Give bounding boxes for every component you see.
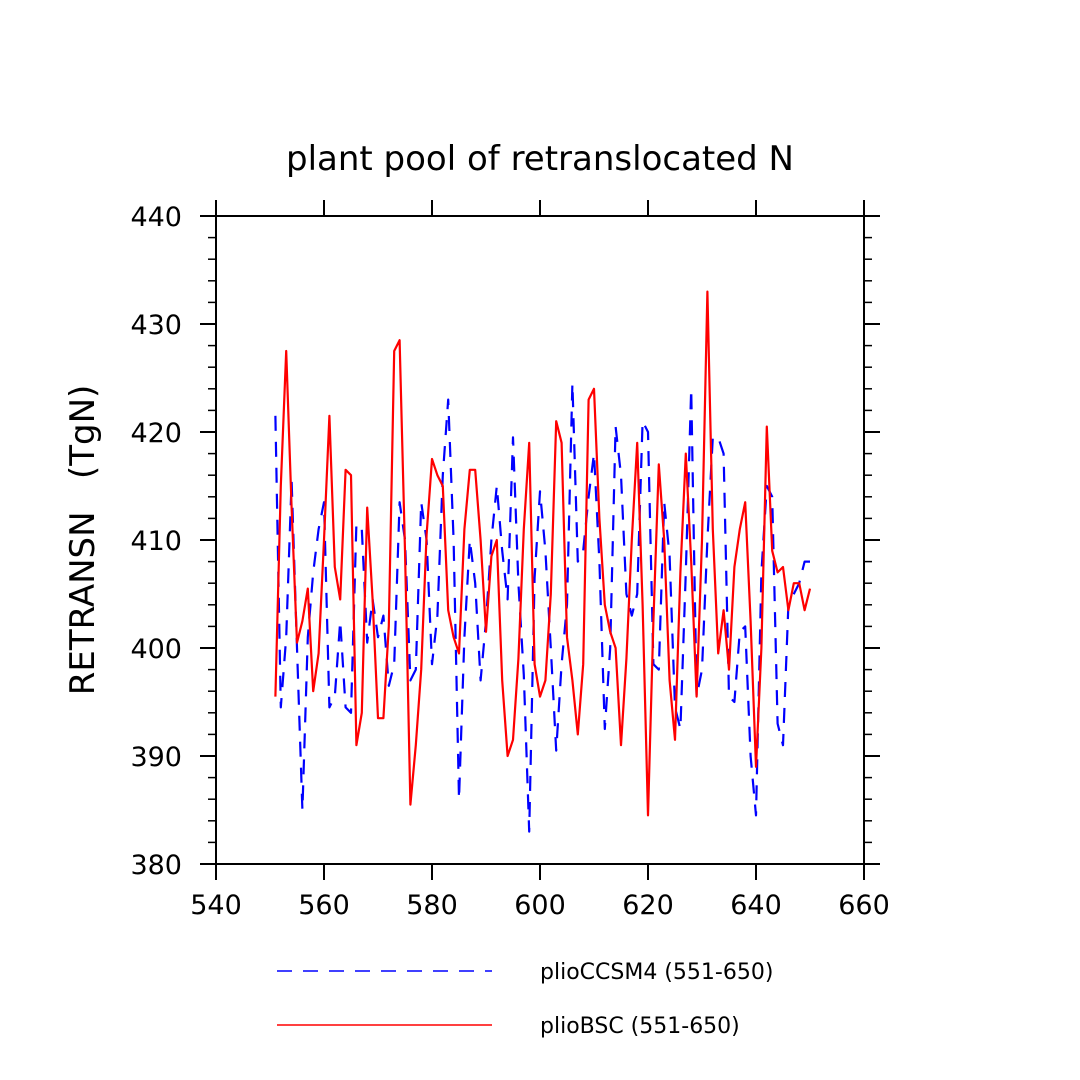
x-tick-label: 640: [730, 890, 782, 921]
x-tick-label: 540: [190, 890, 242, 921]
y-tick-label: 410: [130, 526, 182, 557]
y-tick-label: 380: [130, 850, 182, 881]
y-tick-label: 420: [130, 418, 182, 449]
y-tick-label: 440: [130, 202, 182, 233]
chart-title: plant pool of retranslocated N: [286, 139, 794, 179]
x-tick-label: 560: [298, 890, 350, 921]
y-tick-label: 430: [130, 310, 182, 341]
series-layer: [274, 290, 812, 833]
y-tick-label: 390: [130, 742, 182, 773]
x-tick-label: 580: [406, 890, 458, 921]
legend: plioCCSM4 (551-650) plioBSC (551-650): [277, 960, 773, 1039]
x-tick-label: 620: [622, 890, 674, 921]
series-line-1: [274, 290, 812, 817]
legend-label-1: plioBSC (551-650): [540, 1014, 740, 1039]
y-tick-label: 400: [130, 634, 182, 665]
y-axis-label: RETRANSN (TgN): [63, 385, 103, 696]
plot-area: 540 560 580 600 620 640 660 380 390 400 410 420 430 4…: [130, 200, 890, 921]
series-line-0: [274, 382, 810, 833]
legend-label-0: plioCCSM4 (551-650): [540, 960, 773, 985]
x-tick-label: 600: [514, 890, 566, 921]
x-tick-label: 660: [838, 890, 890, 921]
plot-frame: [215, 215, 865, 865]
